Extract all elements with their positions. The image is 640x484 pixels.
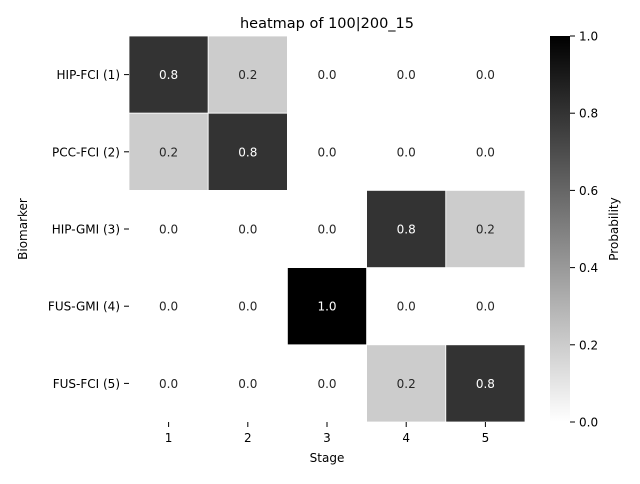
cell-value-label: 0.0 (159, 223, 178, 237)
cell-value-label: 0.0 (159, 377, 178, 391)
y-axis-label: Biomarker (16, 198, 30, 260)
y-tick-label: HIP-GMI (3) (52, 223, 120, 237)
cell-value-label: 0.0 (476, 68, 495, 82)
x-tick-label: 3 (323, 431, 331, 445)
cell-value-label: 0.8 (397, 223, 416, 237)
colorbar-tick-label: 1.0 (579, 30, 598, 44)
cell-value-label: 0.0 (317, 68, 336, 82)
cell-value-label: 0.8 (476, 377, 495, 391)
x-axis-label: Stage (310, 451, 345, 465)
heatmap-cells (128, 35, 526, 423)
colorbar-tick-label: 0.4 (579, 261, 598, 275)
cell-value-label: 0.8 (238, 145, 257, 159)
cell-value-label: 0.0 (238, 223, 257, 237)
colorbar-tick-label: 0.0 (579, 416, 598, 430)
cell-value-label: 0.0 (159, 300, 178, 314)
heatmap-cell-labels: 0.8 0.2 0.0 0.0 0.0 0.2 0.8 0.0 0.0 0.0 0.0 0.0 0.0 0… (159, 68, 495, 391)
x-tick-label: 1 (165, 431, 173, 445)
cell-value-label: 0.0 (476, 145, 495, 159)
cell-value-label: 0.0 (238, 377, 257, 391)
heatmap-cell (445, 189, 526, 268)
heatmap-cell (286, 267, 367, 346)
cell-value-label: 0.2 (238, 68, 257, 82)
x-tick-label: 5 (482, 431, 490, 445)
heatmap-cell (207, 112, 288, 191)
cell-value-label: 1.0 (317, 300, 336, 314)
cell-value-label: 0.0 (317, 377, 336, 391)
cell-value-label: 0.0 (397, 300, 416, 314)
colorbar: 0.0 0.2 0.4 0.6 0.8 1.0 Probability (550, 30, 621, 430)
cell-value-label: 0.2 (476, 223, 495, 237)
x-tick-label: 4 (402, 431, 410, 445)
y-tick-label: FUS-GMI (4) (48, 300, 120, 314)
colorbar-tick-label: 0.6 (579, 184, 598, 198)
colorbar-tick-label: 0.2 (579, 338, 598, 352)
cell-value-label: 0.0 (317, 223, 336, 237)
cell-value-label: 0.0 (397, 68, 416, 82)
colorbar-label: Probability (607, 197, 621, 260)
cell-value-label: 0.2 (159, 145, 178, 159)
heatmap-cell (128, 112, 209, 191)
colorbar-tick-label: 0.8 (579, 107, 598, 121)
colorbar-gradient (550, 36, 570, 422)
heatmap-cell (128, 35, 209, 114)
y-tick-label: FUS-FCI (5) (53, 377, 120, 391)
y-tick-label: HIP-FCI (1) (57, 68, 121, 82)
cell-value-label: 0.8 (159, 68, 178, 82)
colorbar-ticks: 0.0 0.2 0.4 0.6 0.8 1.0 (570, 30, 598, 430)
y-axis-ticks: HIP-FCI (1) PCC-FCI (2) HIP-GMI (3) FUS-GMI… (48, 68, 129, 391)
cell-value-label: 0.2 (397, 377, 416, 391)
chart-title: heatmap of 100|200_15 (240, 16, 414, 32)
cell-value-label: 0.0 (238, 300, 257, 314)
x-axis-ticks: 1 2 3 4 5 (165, 422, 489, 445)
cell-value-label: 0.0 (397, 145, 416, 159)
heatmap-cell (366, 344, 447, 423)
heatmap-cell (207, 35, 288, 114)
y-tick-label: PCC-FCI (2) (52, 145, 120, 159)
cell-value-label: 0.0 (317, 145, 336, 159)
heatmap-cell (366, 189, 447, 268)
x-tick-label: 2 (244, 431, 252, 445)
cell-value-label: 0.0 (476, 300, 495, 314)
